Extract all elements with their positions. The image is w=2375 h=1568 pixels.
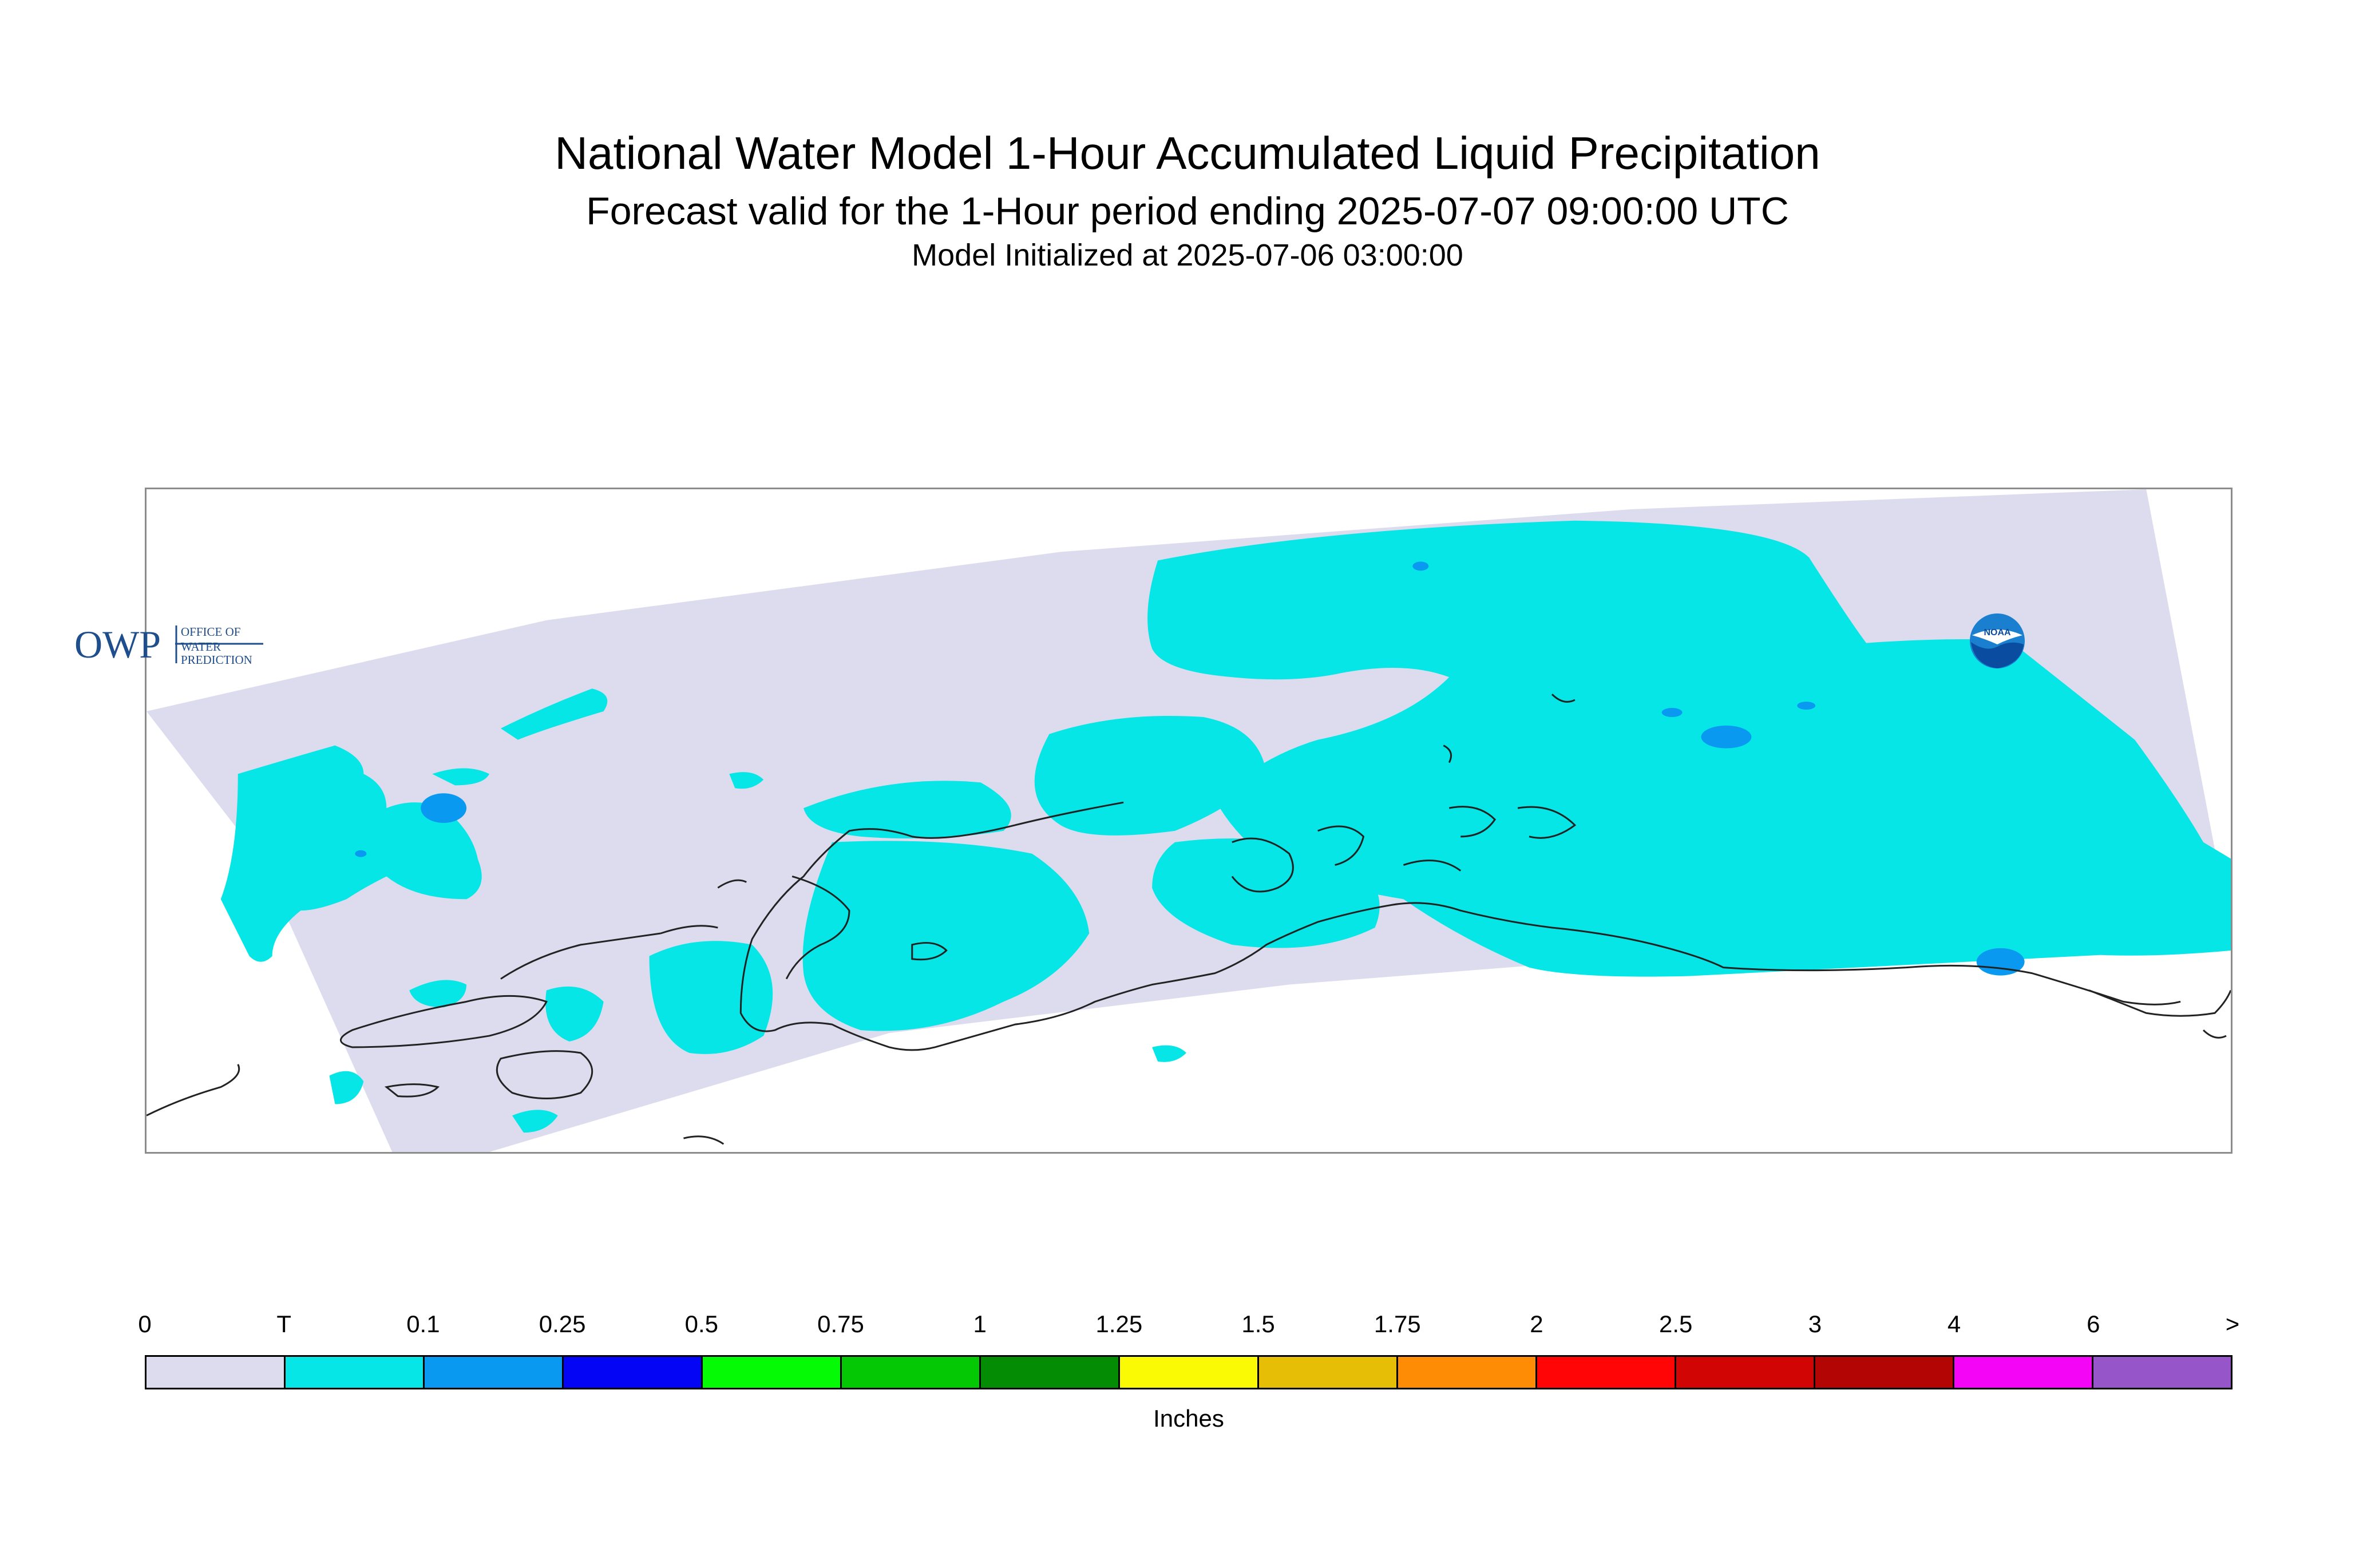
legend-tick-label: 2 — [1530, 1310, 1543, 1337]
coastline — [683, 1135, 725, 1145]
precip-area — [729, 772, 764, 789]
precip-area — [409, 980, 467, 1008]
precip-spot — [1976, 948, 2025, 976]
precip-area — [545, 986, 604, 1042]
legend-units-label: Inches — [1153, 1405, 1224, 1432]
precip-spot — [1661, 708, 1683, 717]
precip-spot — [355, 850, 367, 857]
owp-logo-line1: OFFICE OF — [181, 625, 240, 639]
legend-swatch — [2093, 1357, 2231, 1388]
map-title: National Water Model 1-Hour Accumulated … — [555, 128, 1820, 179]
legend-tick-label: 4 — [1947, 1310, 1961, 1337]
coastline — [1403, 860, 1462, 872]
coastline — [911, 942, 948, 961]
coastline — [785, 876, 850, 980]
legend-tick-label: 6 — [2087, 1310, 2100, 1337]
coastlines — [147, 694, 2231, 1145]
coastline — [660, 925, 718, 935]
legend-tick-label: 3 — [1808, 1310, 1822, 1337]
legend-colorbar — [145, 1355, 2232, 1389]
owp-logo: OWP OFFICE OF WATER PREDICTION — [74, 623, 263, 667]
coastline — [1517, 806, 1577, 839]
coastline — [739, 801, 2181, 1051]
legend-swatch — [1537, 1357, 1676, 1388]
legend-swatch — [1954, 1357, 2093, 1388]
legend-swatch — [1398, 1357, 1537, 1388]
coastline — [1448, 806, 1497, 838]
legend-swatch — [564, 1357, 703, 1388]
precip-area — [802, 841, 1090, 1031]
precip-spot — [1797, 702, 1816, 710]
precip-area — [500, 688, 608, 740]
owp-logo-line2: WATER — [181, 640, 221, 654]
legend-tick-label: 0.5 — [684, 1310, 718, 1337]
map-subtitle: Forecast valid for the 1-Hour period end… — [586, 189, 1789, 233]
coastline — [1443, 745, 1452, 763]
owp-logo-letters: OWP — [74, 623, 161, 666]
coastline — [2203, 1030, 2227, 1039]
legend-tick-label: 2.5 — [1658, 1310, 1693, 1337]
coastline — [1317, 825, 1365, 866]
legend-tick-label: 0.75 — [817, 1310, 864, 1337]
precip-area — [1152, 1045, 1187, 1062]
precip-area — [1147, 520, 2231, 977]
legend-swatch — [147, 1357, 286, 1388]
coastline — [340, 995, 548, 1048]
light-precip-layer — [355, 561, 2025, 976]
coastline — [384, 1083, 440, 1098]
precip-area — [512, 1110, 558, 1133]
legend-swatch — [842, 1357, 981, 1388]
coastline — [496, 1050, 593, 1099]
coastline — [1551, 694, 1576, 703]
legend-tick-label: > — [2225, 1310, 2240, 1337]
coastline — [500, 932, 661, 980]
coastline — [1231, 837, 1294, 893]
trace-precip-layer — [220, 520, 2231, 1133]
precip-legend: 0 T 0.1 0.25 0.5 0.75 1 1.25 1.5 1.75 2 2.5 3 4 6 > Inc… — [138, 1310, 2239, 1448]
legend-swatch — [1120, 1357, 1259, 1388]
precip-area — [649, 941, 773, 1054]
map-canvas — [147, 489, 2231, 1152]
legend-swatch — [981, 1357, 1120, 1388]
legend-swatch — [425, 1357, 564, 1388]
precip-area — [1643, 904, 1804, 962]
precipitation-map — [145, 488, 2232, 1154]
legend-tick-label: T — [276, 1310, 292, 1337]
legend-tick-label: 0.25 — [539, 1310, 586, 1337]
legend-swatch — [1676, 1357, 1815, 1388]
precip-area — [1660, 607, 1727, 632]
legend-swatch — [1815, 1357, 1954, 1388]
legend-swatch — [703, 1357, 842, 1388]
legend-tick-label: 1.25 — [1095, 1310, 1143, 1337]
precip-spot — [421, 793, 467, 823]
precip-spot — [1701, 725, 1752, 749]
coastline — [717, 879, 747, 889]
model-init-time: Model Initialized at 2025-07-06 03:00:00 — [912, 238, 1463, 272]
noaa-logo-text: NOAA — [1984, 628, 2011, 638]
coastline — [2088, 989, 2231, 1017]
noaa-logo: NOAA — [1970, 613, 2025, 668]
precip-area — [220, 745, 482, 962]
legend-tick-label: 1 — [973, 1310, 987, 1337]
precip-spot — [1412, 561, 1429, 571]
legend-tick-label: 1.75 — [1373, 1310, 1421, 1337]
precip-area — [803, 781, 1011, 839]
coastline — [147, 1064, 240, 1116]
legend-tick-label: 1.5 — [1241, 1310, 1275, 1337]
legend-tick-label: 0.1 — [406, 1310, 440, 1337]
precip-area — [329, 1071, 364, 1104]
legend-swatch — [1259, 1357, 1398, 1388]
precip-area — [1034, 715, 1266, 836]
legend-swatch — [286, 1357, 425, 1388]
owp-logo-line3: PREDICTION — [181, 653, 252, 667]
legend-tick-label: 0 — [138, 1310, 152, 1337]
